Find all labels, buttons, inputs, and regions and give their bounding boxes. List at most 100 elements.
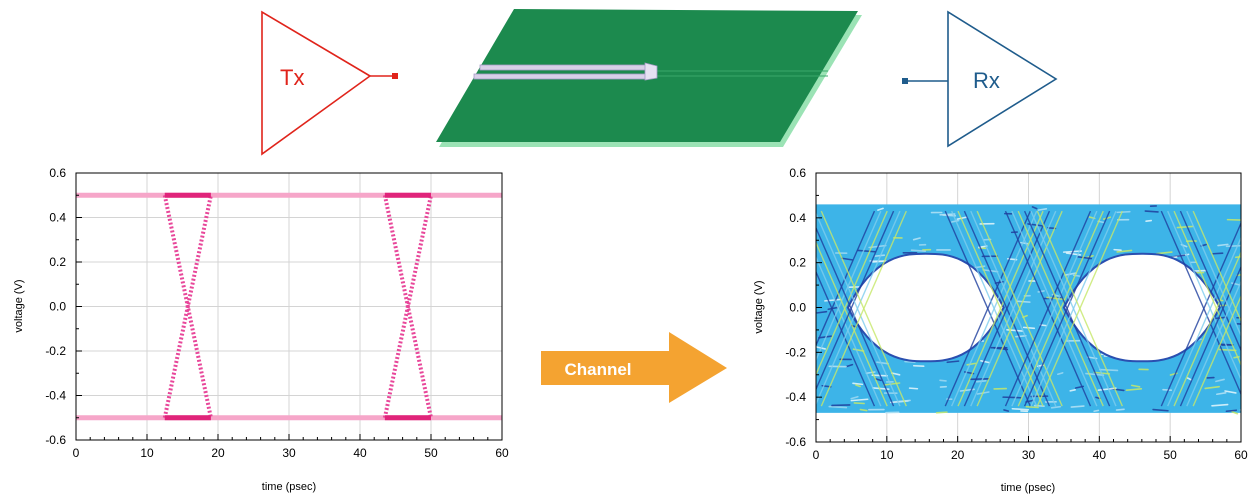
rx-input-port: [902, 78, 908, 84]
rx-chart-xlabel: time (psec): [1001, 482, 1055, 494]
pcb-differential-trace: [473, 73, 651, 80]
rx-crossing-trace: [976, 210, 1063, 407]
rx-noise-trace: [1224, 390, 1237, 394]
tx-x-tick-label: 10: [140, 446, 154, 460]
rx-noise-trace: [892, 399, 911, 403]
rx-crossing-trace: [1030, 210, 1117, 407]
rx-noise-trace: [1231, 282, 1241, 286]
rx-noise-trace: [850, 398, 869, 402]
rx-noise-trace: [840, 257, 853, 261]
tx-x-tick-label: 0: [73, 446, 80, 460]
rx-crossing-trace: [820, 210, 907, 407]
rx-crossing-trace: [1167, 236, 1241, 407]
tx-y-tick-label: 0.0: [49, 300, 66, 314]
rx-noise-trace: [980, 360, 991, 364]
rx-chart-ylabel: voltage (V): [753, 280, 765, 333]
rx-noise-trace: [935, 411, 948, 414]
tx-y-tick-label: -0.2: [45, 344, 66, 358]
tx-x-tick-label: 30: [282, 446, 296, 460]
rx-noise-trace: [1116, 210, 1131, 214]
channel-arrow-label: Channel: [564, 360, 631, 379]
rx-noise-trace: [1231, 410, 1239, 415]
rx-noise-trace: [1145, 219, 1153, 222]
pcb-differential-trace: [479, 64, 653, 71]
rx-noise-trace: [946, 360, 960, 364]
rx-noise-trace: [1130, 384, 1141, 388]
rx-eye-chart: 0 10 20 30 40 50 60 -0.6 -0.4 -0.2 0.0 0.2 0.4 0.6 ti…: [753, 166, 1248, 494]
rx-noise-trace: [1113, 248, 1122, 251]
rx-noise-trace: [1050, 405, 1062, 409]
rx-noise-trace: [939, 379, 947, 382]
rx-crossing-trace: [1004, 210, 1092, 407]
rx-crossing-trace: [957, 210, 1044, 407]
rx-noise-trace: [1115, 408, 1125, 411]
rx-x-tick-label: 10: [880, 448, 894, 462]
rx-noise-trace: [1176, 225, 1194, 229]
rx-noise-trace: [1186, 377, 1193, 381]
rx-noise-trace: [1204, 385, 1220, 390]
channel-arrow-shape: [541, 332, 727, 403]
rx-x-tick-label: 20: [951, 448, 965, 462]
rx-noise-trace: [1097, 387, 1117, 392]
tx-chart-traces: [76, 192, 502, 421]
rx-noise-trace: [828, 405, 848, 409]
rx-noise-trace: [912, 237, 921, 241]
rx-noise-trace: [1236, 323, 1241, 325]
rx-noise-trace: [824, 298, 842, 302]
rx-noise-trace: [816, 310, 828, 314]
rx-crossing-trace: [1036, 210, 1123, 407]
rx-noise-trace: [857, 249, 876, 253]
tx-y-tick-label: 0.6: [49, 166, 66, 180]
rx-noise-trace: [908, 387, 919, 390]
rx-y-tick-label: -0.2: [785, 345, 806, 359]
rx-crossing-trace: [970, 210, 1057, 407]
rx-crossing-trace: [951, 210, 1038, 407]
rx-noise-trace: [874, 377, 882, 382]
rx-noise-trace: [1011, 407, 1030, 411]
tx-y-tick-label: -0.4: [45, 389, 66, 403]
tx-chart-axes: 0 10 20 30 40 50 60 -0.6 -0.4 -0.2 0.0 0.2 0.4 0.6: [45, 166, 509, 460]
rx-crossing-trace: [963, 210, 1051, 407]
rx-noise-trace: [1116, 249, 1133, 253]
rx-crossing-trace: [1192, 294, 1241, 407]
rx-noise-trace: [956, 216, 968, 220]
rx-noise-trace: [1144, 210, 1159, 213]
tx-buffer: Tx: [261, 10, 398, 156]
tx-y-tick-label: 0.4: [49, 211, 66, 225]
rx-noise-trace: [1098, 368, 1119, 372]
rx-triangle-icon: [947, 10, 1058, 148]
tx-eye-chart: 0 10 20 30 40 50 60 -0.6 -0.4 -0.2 0.0 0.2 0.4 0.6 ti…: [13, 166, 509, 493]
rx-noise-trace: [1002, 396, 1022, 399]
rx-noise-trace: [877, 207, 884, 211]
rx-crossing-trace: [1017, 210, 1104, 407]
tx-y-tick-label: 0.2: [49, 255, 66, 269]
rx-noise-trace: [1215, 378, 1225, 383]
tx-output-port: [392, 73, 398, 79]
rx-x-tick-label: 30: [1022, 448, 1036, 462]
rx-label: Rx: [973, 68, 1000, 93]
tx-transition-edge: [382, 194, 433, 419]
rx-noise-trace: [852, 348, 865, 352]
rx-noise-trace: [1152, 408, 1169, 412]
rx-crossing-trace: [1011, 210, 1098, 407]
rx-x-tick-label: 40: [1093, 448, 1107, 462]
rx-noise-trace: [1037, 207, 1048, 211]
rx-noise-trace: [951, 219, 960, 223]
tx-chart-ylabel: voltage (V): [13, 279, 25, 332]
tx-x-tick-label: 50: [424, 446, 438, 460]
tx-triangle-icon: [261, 10, 372, 156]
rx-noise-trace: [1225, 409, 1238, 413]
rx-crossing-trace: [1179, 265, 1241, 407]
tx-chart-xlabel: time (psec): [262, 481, 316, 493]
rx-noise-trace: [1216, 392, 1227, 396]
rx-noise-trace: [1022, 326, 1036, 330]
rx-x-tick-label: 60: [1234, 448, 1248, 462]
tx-y-tick-label: -0.6: [45, 433, 66, 447]
rx-noise-trace: [1211, 403, 1229, 407]
rx-noise-trace: [1031, 206, 1038, 210]
rx-crossing-trace: [816, 210, 895, 391]
rx-crossing-trace: [816, 210, 876, 347]
rx-noise-trace: [1025, 405, 1039, 409]
rx-noise-trace: [1003, 409, 1010, 412]
